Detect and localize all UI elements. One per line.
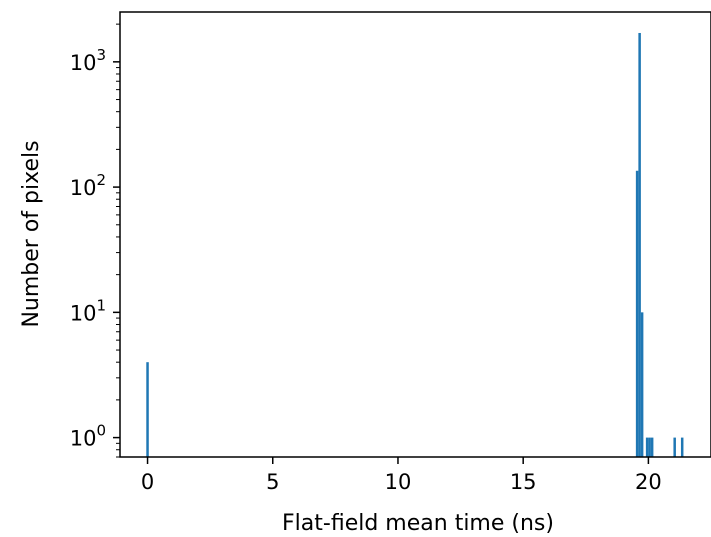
- y-tick-label: 103: [70, 46, 106, 75]
- histogram-bar: [680, 437, 684, 457]
- x-tick-label: 0: [141, 470, 154, 494]
- x-tick-label: 15: [510, 470, 537, 494]
- histogram-bar: [650, 437, 654, 457]
- histogram-bar: [638, 32, 641, 457]
- y-axis-label: Number of pixels: [19, 140, 44, 327]
- y-tick-label: 101: [70, 296, 106, 325]
- x-tick-label: 20: [635, 470, 662, 494]
- plot-frame: [119, 11, 711, 458]
- y-tick-label: 102: [70, 171, 106, 200]
- x-tick-label: 5: [266, 470, 279, 494]
- x-tick-label: 10: [385, 470, 412, 494]
- ticks-group: 0 5 10 15 20 100 101 102 103: [70, 23, 662, 494]
- histogram-bar: [640, 312, 644, 457]
- histogram-bar: [673, 437, 676, 457]
- bars-group: [146, 32, 684, 457]
- histogram-bar: [645, 437, 649, 457]
- y-tick-label: 100: [70, 422, 106, 451]
- histogram-bar: [635, 170, 639, 457]
- histogram-bar: [648, 437, 651, 457]
- x-axis-label: Flat-field mean time (ns): [282, 511, 554, 536]
- histogram-bar: [146, 362, 149, 457]
